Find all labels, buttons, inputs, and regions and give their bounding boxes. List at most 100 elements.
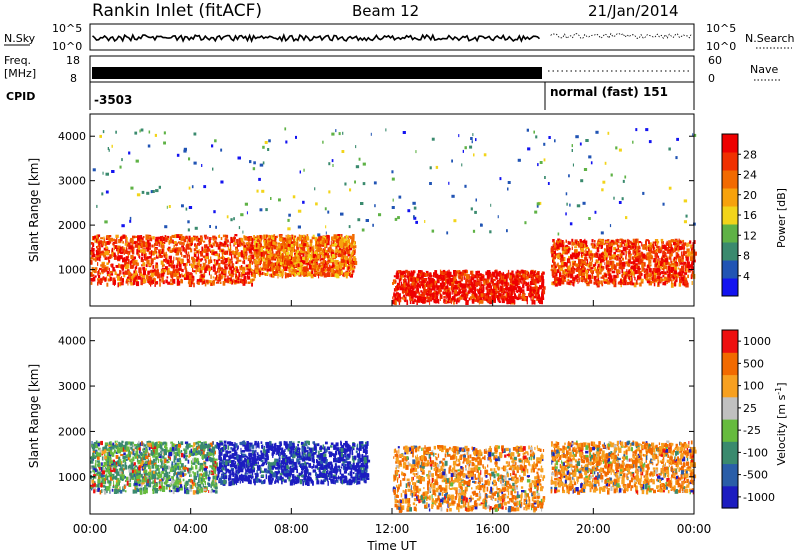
heatmap-cell (293, 243, 295, 246)
heatmap-cell (323, 266, 325, 271)
heatmap-cell (240, 250, 243, 254)
heatmap-cell (133, 270, 137, 275)
heatmap-cell (283, 255, 286, 261)
heatmap-cell (422, 292, 425, 297)
heatmap-cell (422, 300, 425, 304)
heatmap-cell (172, 260, 174, 264)
heatmap-cell (187, 260, 191, 264)
heatmap-cell (632, 258, 635, 262)
heatmap-cell (311, 247, 314, 251)
heatmap-cell (631, 256, 634, 260)
heatmap-cell (537, 272, 539, 276)
heatmap-cell (693, 259, 696, 263)
heatmap-cell (430, 283, 434, 286)
heatmap-cell (221, 252, 224, 258)
heatmap-cell (459, 291, 463, 294)
heatmap-cell (270, 263, 273, 267)
heatmap-cell (119, 165, 122, 169)
heatmap-cell (163, 252, 166, 257)
heatmap-cell (241, 253, 243, 256)
heatmap-cell (264, 244, 267, 249)
heatmap-cell (462, 290, 466, 294)
heatmap-cell (414, 298, 416, 302)
heatmap-cell (196, 237, 199, 242)
heatmap-cell (588, 248, 590, 251)
heatmap-cell (439, 276, 443, 281)
heatmap-cell (398, 293, 401, 298)
heatmap-cell (352, 260, 355, 264)
heatmap-cell (285, 258, 287, 262)
heatmap-cell (101, 261, 105, 265)
heatmap-cell (538, 275, 541, 280)
heatmap-cell (96, 246, 98, 249)
heatmap-cell (675, 279, 678, 283)
heatmap-cell (236, 269, 239, 273)
nsearch-trace (550, 32, 692, 40)
heatmap-cell (591, 273, 594, 277)
heatmap-cell (167, 237, 169, 241)
heatmap-cell (93, 269, 97, 274)
heatmap-cell (580, 277, 584, 280)
heatmap-cell (314, 253, 316, 257)
heatmap-cell (320, 267, 324, 273)
heatmap-cell (609, 250, 612, 253)
heatmap-cell (411, 274, 414, 277)
heatmap-cell (280, 242, 283, 246)
heatmap-cell (161, 272, 165, 277)
heatmap-cell (277, 248, 279, 253)
heatmap-cell (610, 278, 613, 282)
heatmap-cell (289, 252, 292, 256)
heatmap-cell (607, 282, 610, 285)
heatmap-cell (657, 275, 661, 279)
heatmap-cell (246, 266, 248, 271)
heatmap-cell (311, 270, 314, 274)
heatmap-cell (177, 261, 181, 264)
heatmap-cell (663, 265, 667, 270)
heatmap-cell (502, 295, 506, 301)
heatmap-cell (645, 275, 649, 280)
heatmap-cell (272, 237, 275, 240)
heatmap-cell (289, 246, 292, 251)
heatmap-cell (290, 256, 292, 260)
heatmap-cell (593, 264, 595, 268)
heatmap-cell (403, 297, 406, 300)
heatmap-cell (402, 296, 404, 300)
heatmap-cell (354, 180, 356, 184)
heatmap-cell (134, 259, 138, 263)
heatmap-cell (333, 243, 337, 247)
heatmap-cell (230, 275, 232, 280)
heatmap-cell (312, 268, 314, 271)
heatmap-cell (238, 259, 242, 262)
heatmap-cell (554, 244, 557, 249)
heatmap-cell (445, 285, 449, 290)
heatmap-cell (626, 239, 630, 243)
heatmap-cell (492, 288, 495, 294)
heatmap-cell (153, 257, 156, 260)
heatmap-cell (611, 270, 616, 274)
heatmap-cell (211, 245, 214, 248)
heatmap-cell (464, 296, 467, 301)
heatmap-cell (645, 278, 649, 281)
heatmap-cell (273, 243, 275, 247)
heatmap-cell (435, 299, 437, 304)
heatmap-cell (529, 285, 532, 290)
heatmap-cell (458, 280, 462, 284)
heatmap-cell (604, 262, 606, 266)
heatmap-cell (234, 234, 238, 237)
heatmap-cell (691, 274, 694, 278)
heatmap-cell (198, 263, 200, 266)
heatmap-cell (165, 254, 168, 259)
heatmap-cell (637, 241, 640, 246)
heatmap-cell (586, 263, 588, 267)
heatmap-cell (224, 250, 228, 255)
heatmap-cell (104, 267, 107, 272)
heatmap-cell (286, 254, 289, 258)
heatmap-cell (618, 239, 620, 244)
heatmap-cell (623, 271, 626, 276)
heatmap-cell (240, 238, 244, 243)
heatmap-cell (212, 264, 216, 269)
heatmap-cell (103, 236, 105, 241)
heatmap-cell (179, 262, 182, 268)
heatmap-cell (655, 253, 658, 257)
heatmap-cell (303, 237, 306, 242)
